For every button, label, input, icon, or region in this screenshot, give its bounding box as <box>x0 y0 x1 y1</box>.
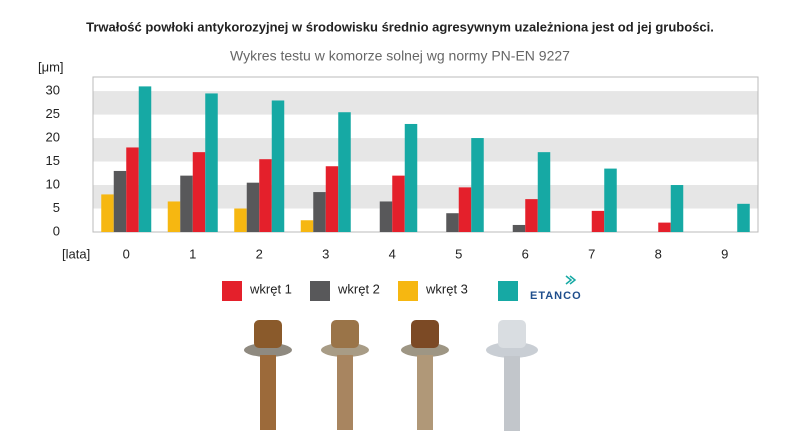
bar <box>313 192 326 232</box>
brand-logo <box>565 275 577 285</box>
x-tick-label: 4 <box>389 246 396 261</box>
legend-swatch <box>222 281 242 301</box>
bar <box>246 182 260 232</box>
x-tick-label: 5 <box>455 246 462 261</box>
plot-frame <box>92 76 759 233</box>
legend: wkręt 1 wkręt 2 wkręt 3 ETANCO <box>222 275 582 302</box>
bar <box>192 152 206 232</box>
x-tick-label: 7 <box>588 246 595 261</box>
bar <box>101 194 114 232</box>
legend-label: wkręt 2 <box>337 281 380 296</box>
bar <box>737 203 750 232</box>
legend-label: wkręt 1 <box>249 281 292 296</box>
grid-band <box>93 91 758 115</box>
bar <box>591 210 605 232</box>
bar <box>234 208 247 232</box>
y-tick-label: 25 <box>46 106 60 121</box>
y-tick-label: 20 <box>46 129 60 144</box>
plot-area: 0 5 10 15 20 25 30 0 1 2 3 4 5 6 7 8 9 <box>46 76 759 261</box>
y-tick-label: 15 <box>46 153 60 168</box>
bar <box>138 86 152 232</box>
bar <box>180 175 193 232</box>
bar <box>537 152 551 232</box>
bar <box>458 187 472 232</box>
x-tick-label: 8 <box>655 246 662 261</box>
legend-label: wkręt 3 <box>425 281 468 296</box>
bar <box>404 123 418 232</box>
bar <box>658 222 671 232</box>
bar <box>113 170 127 232</box>
x-tick-label: 9 <box>721 246 728 261</box>
chart-subtitle: Wykres testu w komorze solnej wg normy P… <box>230 48 570 64</box>
bar <box>604 168 617 232</box>
screw-images <box>244 320 538 431</box>
y-axis-label: [μm] <box>38 59 64 74</box>
x-tick-label: 3 <box>322 246 329 261</box>
grid-band <box>93 138 758 162</box>
y-tick-label: 5 <box>53 200 60 215</box>
bar <box>205 93 218 232</box>
chart-title: Trwałość powłoki antykorozyjnej w środow… <box>86 19 714 34</box>
bar <box>338 112 351 232</box>
bar <box>471 138 484 232</box>
bar <box>167 201 181 232</box>
bar <box>392 175 405 232</box>
legend-swatch <box>398 281 418 301</box>
x-tick-label: 6 <box>522 246 529 261</box>
bar <box>300 220 314 232</box>
legend-swatch <box>310 281 330 301</box>
bar <box>126 147 139 232</box>
bar <box>446 213 459 232</box>
legend-label: ETANCO <box>530 290 582 302</box>
legend-swatch <box>498 281 518 301</box>
y-tick-label: 0 <box>53 223 60 238</box>
x-tick-label: 2 <box>256 246 263 261</box>
x-axis-label: [lata] <box>62 246 90 261</box>
bar <box>670 185 684 232</box>
bar <box>259 159 272 232</box>
x-tick-label: 0 <box>123 246 130 261</box>
bar <box>379 201 393 232</box>
y-tick-label: 10 <box>46 176 60 191</box>
x-tick-label: 1 <box>189 246 196 261</box>
bar <box>325 166 339 232</box>
bar <box>271 100 285 232</box>
bar <box>512 224 526 232</box>
y-tick-label: 30 <box>46 83 60 98</box>
bar <box>525 199 538 232</box>
